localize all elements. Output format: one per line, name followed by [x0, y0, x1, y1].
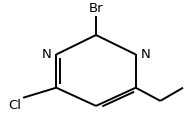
Text: Cl: Cl	[8, 99, 21, 112]
Text: N: N	[42, 48, 51, 61]
Text: N: N	[141, 48, 150, 61]
Text: Br: Br	[89, 2, 103, 15]
